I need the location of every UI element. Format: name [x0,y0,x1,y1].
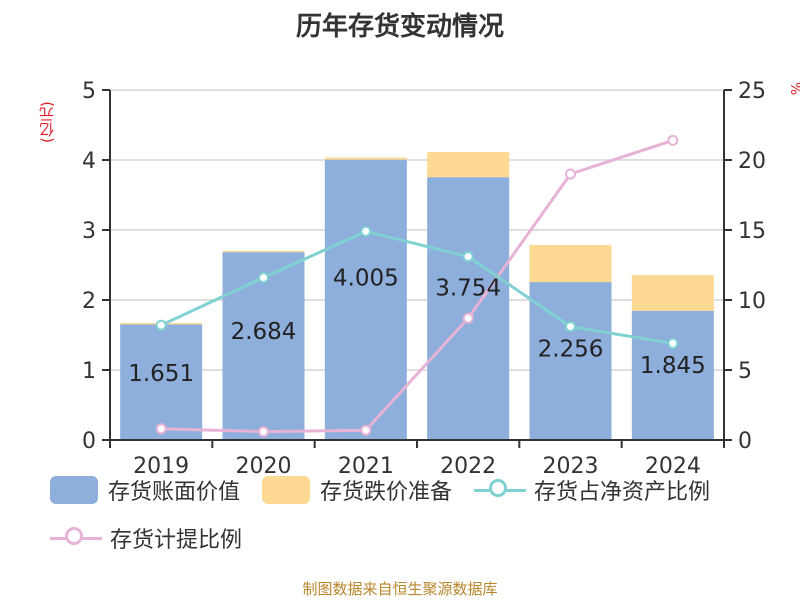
bar-book-value [120,324,203,440]
legend: 存货账面价值 存货跌价准备 存货占净资产比例 存货计提比例 [50,470,790,566]
point-net-asset-ratio [155,319,167,331]
data-label-book-value: 1.845 [640,353,706,379]
right-tick-label: 15 [738,219,766,244]
line-net-asset-ratio [160,229,674,345]
x-tick-label: 2024 [645,454,701,479]
data-label-book-value: 1.651 [128,361,194,387]
bar-impairment [222,250,305,253]
left-tick-label: 2 [82,289,96,314]
right-axis-unit: % [787,82,800,96]
point-net-asset-ratio [565,321,576,333]
bar-impairment [529,244,612,283]
right-tick-label: 20 [738,149,766,174]
point-net-asset-ratio [258,272,269,284]
right-tick-label: 0 [738,429,752,454]
legend-marker-provision-ratio [50,524,102,552]
x-tick-label: 2021 [338,454,394,479]
legend-item-provision-ratio[interactable]: 存货计提比例 [50,522,242,554]
bar-book-value [222,252,305,440]
legend-label-provision-ratio: 存货计提比例 [110,528,243,553]
point-provision-ratio [360,424,372,436]
bar-impairment [427,152,510,178]
data-label-book-value: 3.754 [435,276,501,302]
legend-item-book-value[interactable]: 存货账面价值 [50,474,240,506]
line-provision-ratio [161,138,674,434]
legend-swatch-impairment [262,476,311,504]
legend-swatch-book-value [50,476,98,504]
x-tick-label: 2023 [543,454,599,479]
right-tick-label: 5 [738,359,752,384]
x-tick-label: 2022 [440,454,496,479]
right-tick-label: 10 [738,289,766,314]
data-label-book-value: 2.256 [538,336,604,362]
point-net-asset-ratio [360,225,372,237]
legend-marker-net-asset-ratio [474,476,527,504]
source-footer: 制图数据来自恒生聚源数据库 [302,580,498,598]
left-tick-label: 1 [82,359,96,384]
bar-impairment [631,275,714,311]
left-tick-label: 4 [82,149,96,174]
point-provision-ratio [565,168,576,180]
point-provision-ratio [462,312,474,324]
legend-label-impairment: 存货跌价准备 [320,480,453,505]
legend-label-net-asset-ratio: 存货占净资产比例 [534,480,711,505]
legend-item-impairment[interactable]: 存货跌价准备 [262,474,452,506]
left-tick-label: 5 [82,79,96,104]
point-provision-ratio [258,426,269,438]
point-provision-ratio [155,423,167,435]
data-label-book-value: 2.684 [231,319,297,345]
point-provision-ratio [667,134,679,146]
right-tick-label: 25 [738,79,766,104]
x-tick-label: 2019 [133,454,189,479]
bar-book-value [427,177,510,440]
legend-label-book-value: 存货账面价值 [108,480,241,505]
data-label-book-value: 4.005 [333,265,399,291]
legend-item-net-asset-ratio[interactable]: 存货占净资产比例 [474,474,710,506]
left-tick-label: 0 [82,429,96,454]
point-net-asset-ratio [462,251,474,263]
left-tick-label: 3 [82,219,96,244]
bar-book-value [324,159,407,440]
x-tick-label: 2020 [236,454,292,479]
bar-impairment [324,157,407,160]
chart-title: 历年存货变动情况 [295,12,504,42]
bar-book-value [631,310,714,440]
point-net-asset-ratio [667,337,679,349]
